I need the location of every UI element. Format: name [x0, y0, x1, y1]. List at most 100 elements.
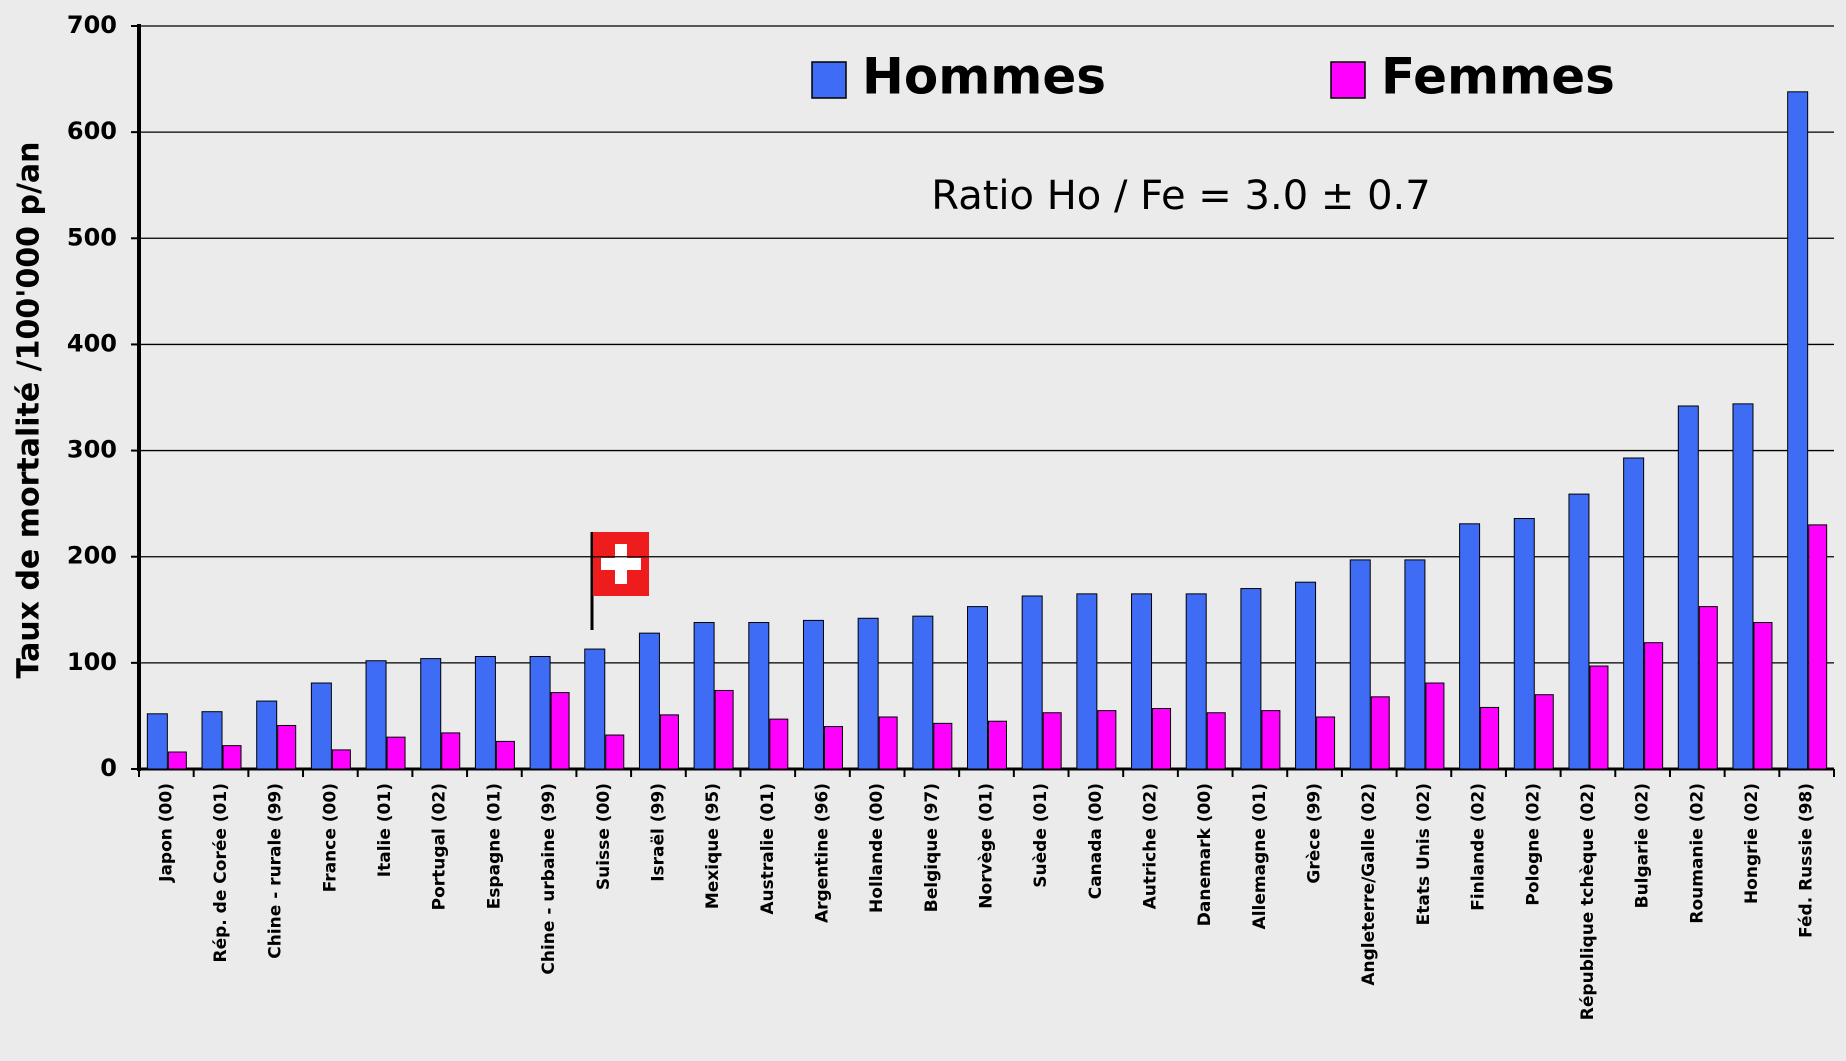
bar: [1425, 682, 1445, 770]
y-axis-label: Taux de mortalité /100'000 p/an: [12, 141, 47, 678]
bar: [988, 720, 1007, 770]
bar: [1152, 707, 1172, 770]
x-tick-label: Bulgarie (02): [1633, 783, 1653, 908]
bar: [1698, 606, 1718, 770]
x-tick-label: Hongrie (02): [1742, 783, 1762, 904]
bar: [167, 751, 187, 770]
x-tick-label: République tchèque (02): [1578, 783, 1598, 1020]
bar: [310, 682, 332, 770]
bar: [1261, 710, 1281, 770]
y-tick-label: 700: [67, 11, 117, 39]
bar: [1513, 518, 1535, 770]
bar: [1732, 403, 1754, 770]
x-tick-label: Hollande (00): [867, 783, 887, 913]
x-tick-label: Argentine (96): [812, 783, 832, 923]
x-tick-label: Chine - rurale (99): [266, 783, 286, 959]
legend-swatch: [1330, 61, 1366, 99]
bar: [1042, 712, 1062, 770]
x-tick-label: Australie (01): [758, 783, 778, 915]
bar: [1349, 559, 1371, 770]
bar: [1185, 593, 1207, 770]
bar: [1753, 622, 1773, 770]
x-tick-label: Israël (99): [648, 783, 668, 882]
bar: [1568, 493, 1590, 770]
y-tick-label: 200: [67, 542, 117, 570]
x-tick-label: Allemagne (01): [1250, 783, 1270, 929]
legend-swatch: [811, 61, 847, 99]
x-tick-label: Rép. de Corée (01): [211, 783, 231, 963]
bar: [857, 617, 879, 770]
bar: [693, 622, 715, 770]
x-tick-label: Norvège (01): [977, 783, 997, 909]
bar: [529, 655, 551, 770]
x-tick-label: Finlande (02): [1469, 783, 1489, 911]
bar: [1787, 91, 1809, 770]
bar: [1459, 523, 1481, 770]
x-tick-label: Italie (01): [375, 783, 395, 877]
x-tick-label: Portugal (02): [430, 783, 450, 910]
bar: [146, 713, 168, 770]
bar: [878, 716, 898, 770]
bar: [550, 692, 570, 770]
x-tick-label: Autriche (02): [1141, 783, 1161, 909]
bar: [769, 718, 789, 770]
bar: [748, 622, 770, 770]
bar: [1240, 588, 1262, 770]
bar: [277, 724, 297, 770]
x-tick-label: Danemark (00): [1195, 783, 1215, 926]
bar: [933, 722, 953, 770]
bar: [1623, 457, 1645, 770]
bar: [386, 736, 406, 770]
x-tick-label: Etats Unis (02): [1414, 783, 1434, 925]
bar: [1404, 559, 1426, 770]
annotation: Ratio Ho / Fe = 3.0 ± 0.7: [931, 173, 1430, 219]
bar: [1480, 706, 1500, 770]
x-tick-label: Japon (00): [156, 783, 176, 883]
bar: [1534, 694, 1554, 770]
bar: [1021, 595, 1043, 770]
bar: [1316, 716, 1336, 770]
bar: [1677, 405, 1699, 770]
bar: [474, 655, 496, 770]
legend-label: Hommes: [862, 48, 1106, 106]
x-tick-label: Belgique (97): [922, 783, 942, 912]
bar: [1295, 581, 1317, 770]
y-tick-label: 300: [67, 436, 117, 464]
swiss-flag: [590, 532, 649, 630]
x-tick-label: Angleterre/Galle (02): [1359, 783, 1379, 986]
bar: [420, 658, 442, 770]
bar: [441, 732, 461, 770]
bar: [714, 689, 734, 770]
x-tick-label: Mexique (95): [703, 783, 723, 909]
y-tick-label: 600: [67, 117, 117, 145]
bar: [365, 660, 387, 770]
bar: [1644, 642, 1664, 770]
bar: [1097, 710, 1117, 770]
y-tick-label: 100: [67, 648, 117, 676]
bar: [222, 745, 242, 770]
bar: [1370, 696, 1390, 770]
bar: [201, 711, 223, 770]
x-tick-label: Roumanie (02): [1687, 783, 1707, 924]
y-tick-label: 0: [100, 754, 117, 782]
y-tick-label: 400: [67, 329, 117, 357]
bar: [802, 619, 824, 770]
bar: [638, 632, 660, 770]
x-tick-label: France (00): [320, 783, 340, 892]
bar: [912, 615, 934, 770]
x-tick-label: Féd. Russie (98): [1797, 783, 1817, 938]
x-tick-label: Grèce (99): [1305, 783, 1325, 884]
bar: [584, 648, 606, 770]
x-tick-label: Suède (01): [1031, 783, 1051, 888]
x-tick-label: Pologne (02): [1523, 783, 1543, 906]
bar: [1206, 712, 1226, 770]
legend-label: Femmes: [1381, 48, 1615, 106]
y-tick-label: 500: [67, 223, 117, 251]
bar: [1131, 593, 1153, 770]
x-tick-label: Canada (00): [1086, 783, 1106, 899]
bar: [605, 734, 625, 770]
bar: [331, 749, 351, 770]
x-tick-label: Suisse (00): [594, 783, 614, 890]
bar: [1808, 524, 1828, 770]
